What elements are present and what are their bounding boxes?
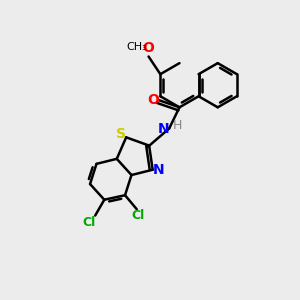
Text: O: O xyxy=(142,41,154,55)
Text: Cl: Cl xyxy=(132,209,145,222)
Text: N: N xyxy=(153,163,164,177)
Text: N: N xyxy=(158,122,170,136)
Text: H: H xyxy=(173,119,182,132)
Text: CH₃: CH₃ xyxy=(126,42,147,52)
Text: Cl: Cl xyxy=(82,215,95,229)
Text: S: S xyxy=(116,128,126,141)
Text: O: O xyxy=(147,93,159,107)
